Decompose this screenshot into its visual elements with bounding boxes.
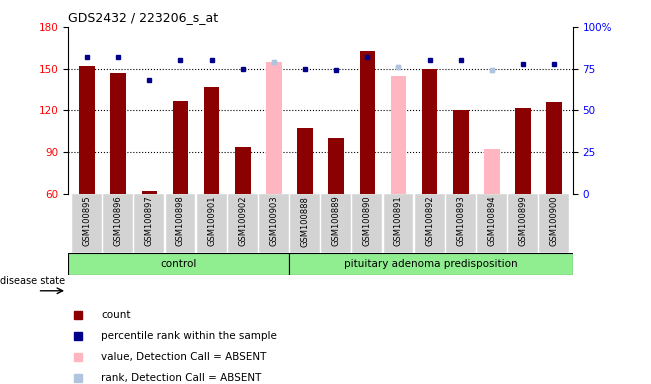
Text: GSM100889: GSM100889 bbox=[332, 196, 340, 247]
Bar bbox=[422, 69, 437, 194]
Bar bbox=[134, 194, 164, 253]
Bar bbox=[383, 194, 413, 253]
Bar bbox=[68, 253, 289, 275]
Text: GSM100892: GSM100892 bbox=[425, 196, 434, 246]
Bar bbox=[539, 194, 569, 253]
Bar bbox=[546, 102, 562, 194]
Bar bbox=[72, 194, 102, 253]
Bar bbox=[104, 194, 133, 253]
Bar bbox=[391, 76, 406, 194]
Text: GSM100899: GSM100899 bbox=[519, 196, 527, 246]
Bar bbox=[79, 66, 95, 194]
Bar bbox=[453, 111, 469, 194]
Bar bbox=[259, 194, 289, 253]
Bar bbox=[111, 73, 126, 194]
Text: GSM100901: GSM100901 bbox=[207, 196, 216, 246]
Text: control: control bbox=[161, 259, 197, 269]
Bar bbox=[415, 194, 445, 253]
Bar bbox=[352, 194, 382, 253]
Bar bbox=[484, 149, 500, 194]
Bar bbox=[173, 101, 188, 194]
Bar bbox=[298, 129, 313, 194]
Text: GSM100903: GSM100903 bbox=[270, 196, 279, 246]
Text: GSM100893: GSM100893 bbox=[456, 196, 465, 247]
Bar bbox=[141, 191, 157, 194]
Bar bbox=[359, 51, 375, 194]
Bar bbox=[266, 62, 282, 194]
Text: GSM100894: GSM100894 bbox=[488, 196, 497, 246]
Text: GDS2432 / 223206_s_at: GDS2432 / 223206_s_at bbox=[68, 11, 219, 24]
Bar bbox=[204, 87, 219, 194]
Bar bbox=[477, 194, 507, 253]
Bar bbox=[515, 108, 531, 194]
Text: disease state: disease state bbox=[0, 276, 65, 286]
Bar bbox=[165, 194, 195, 253]
Bar bbox=[228, 194, 258, 253]
Bar bbox=[328, 138, 344, 194]
Text: GSM100897: GSM100897 bbox=[145, 196, 154, 247]
Text: pituitary adenoma predisposition: pituitary adenoma predisposition bbox=[344, 259, 518, 269]
Bar bbox=[508, 194, 538, 253]
Bar bbox=[197, 194, 227, 253]
Text: count: count bbox=[101, 310, 131, 320]
Text: GSM100890: GSM100890 bbox=[363, 196, 372, 246]
Bar bbox=[290, 194, 320, 253]
Text: GSM100891: GSM100891 bbox=[394, 196, 403, 246]
Text: GSM100898: GSM100898 bbox=[176, 196, 185, 247]
Text: value, Detection Call = ABSENT: value, Detection Call = ABSENT bbox=[101, 352, 266, 362]
Text: rank, Detection Call = ABSENT: rank, Detection Call = ABSENT bbox=[101, 373, 262, 383]
Bar bbox=[446, 194, 476, 253]
Text: GSM100902: GSM100902 bbox=[238, 196, 247, 246]
Bar bbox=[321, 194, 351, 253]
Text: GSM100888: GSM100888 bbox=[301, 196, 309, 247]
Text: GSM100900: GSM100900 bbox=[549, 196, 559, 246]
Text: percentile rank within the sample: percentile rank within the sample bbox=[101, 331, 277, 341]
Text: GSM100895: GSM100895 bbox=[83, 196, 92, 246]
Bar bbox=[235, 147, 251, 194]
Bar bbox=[289, 253, 573, 275]
Text: GSM100896: GSM100896 bbox=[114, 196, 122, 247]
